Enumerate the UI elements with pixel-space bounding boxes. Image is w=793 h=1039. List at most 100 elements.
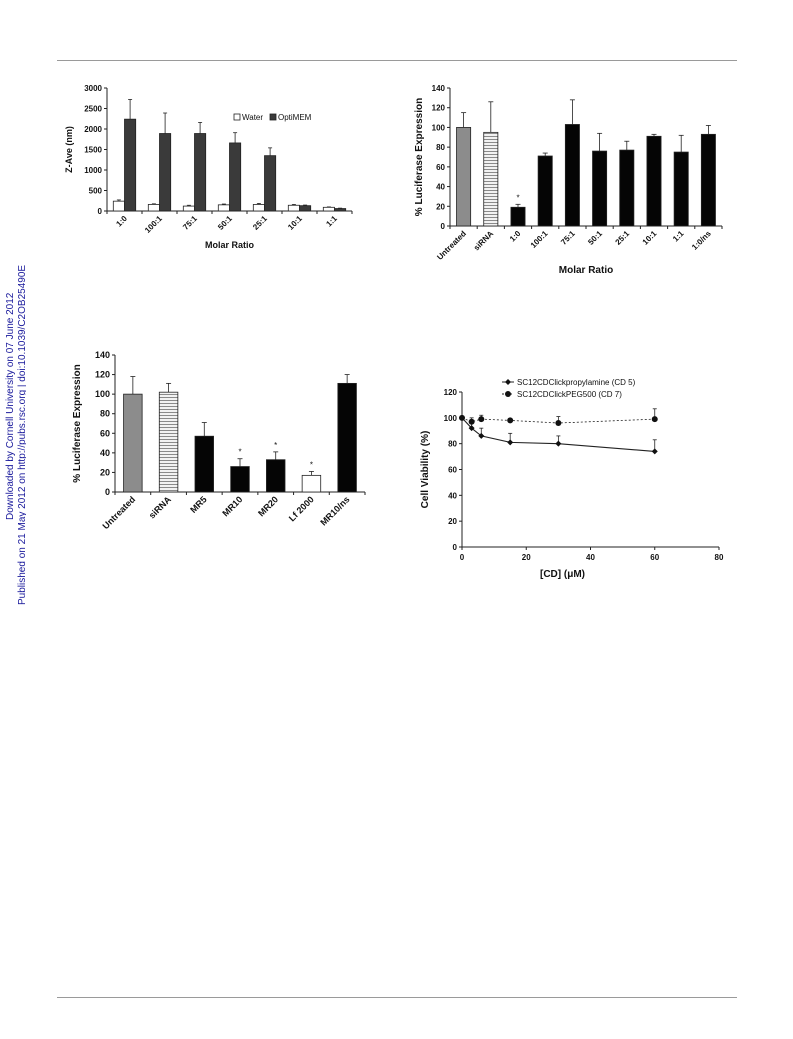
y-axis-label: Cell Viability (%) xyxy=(420,431,431,509)
y-tick-label: 80 xyxy=(448,440,457,449)
data-point-diamond xyxy=(651,448,658,455)
bar xyxy=(483,131,499,227)
bar xyxy=(510,206,526,227)
x-tick-label: 1:1 xyxy=(324,214,339,229)
data-point-diamond xyxy=(478,432,485,439)
legend-label: SC12CDClickpropylamine (CD 5) xyxy=(517,378,636,387)
bar-water xyxy=(112,200,125,212)
bar xyxy=(646,135,662,227)
x-tick-label: 50:1 xyxy=(216,214,234,232)
series-line-0 xyxy=(461,417,655,452)
data-point-circle xyxy=(468,418,475,425)
x-tick-label: siRNA xyxy=(147,494,174,521)
y-tick-label: 0 xyxy=(441,222,446,231)
legend-swatch xyxy=(233,113,241,121)
bar-optimem xyxy=(124,118,137,212)
y-axis-label: Z-Ave (nm) xyxy=(64,126,74,173)
bottom-rule xyxy=(57,997,737,998)
cell-viability-chart: 0 20 40 60 80 100 120 0 20 40 60 80 SC12CDClickpropy… xyxy=(410,370,740,590)
x-tick-label: 10:1 xyxy=(641,229,659,247)
x-tick-label: 1:1 xyxy=(671,229,686,244)
x-tick-label: 40 xyxy=(586,553,595,562)
significance-asterisk: * xyxy=(516,193,519,202)
bar-optimem xyxy=(194,133,207,212)
data-point-circle xyxy=(478,416,485,423)
y-tick-label: 40 xyxy=(448,491,457,500)
legend-label: OptiMEM xyxy=(278,113,312,122)
x-tick-label: siRNA xyxy=(472,229,495,252)
y-tick-label: 140 xyxy=(95,350,110,360)
data-point-diamond xyxy=(468,425,475,432)
data-point-circle xyxy=(651,416,658,423)
x-tick-label: 25:1 xyxy=(251,214,269,232)
y-tick-label: 120 xyxy=(444,388,458,397)
x-tick-label: Untreated xyxy=(100,494,137,531)
bar-optimem xyxy=(334,208,347,212)
bar-optimem xyxy=(299,205,312,212)
legend-marker xyxy=(505,391,511,397)
x-tick-label: MR10/ns xyxy=(318,494,351,527)
bar xyxy=(537,155,553,227)
bar xyxy=(619,149,635,227)
bar xyxy=(456,127,472,227)
y-tick-label: 0 xyxy=(453,543,458,552)
y-tick-label: 1000 xyxy=(84,166,102,175)
y-tick-label: 0 xyxy=(98,207,103,216)
y-tick-label: 2500 xyxy=(84,105,102,114)
x-tick-label: 100:1 xyxy=(143,214,164,235)
bar xyxy=(700,133,716,227)
significance-asterisk: * xyxy=(274,441,277,450)
bar-water xyxy=(147,204,160,212)
luciferase-molar-ratio-chart: 0 20 40 60 80 100 120 140 Untreated siRNA 1:0 100:1… xyxy=(410,78,740,283)
bar-water xyxy=(322,206,335,212)
y-tick-label: 60 xyxy=(436,163,445,172)
bar xyxy=(673,151,689,227)
y-tick-label: 100 xyxy=(95,389,110,399)
x-axis-label: [CD] (μM) xyxy=(540,569,585,580)
y-tick-label: 2000 xyxy=(84,125,102,134)
y-axis-label: % Luciferase Expression xyxy=(414,98,425,216)
x-axis-label: Molar Ratio xyxy=(559,265,613,276)
x-tick-label: 10:1 xyxy=(286,214,304,232)
bar-water xyxy=(252,204,265,212)
y-tick-label: 500 xyxy=(89,187,103,196)
bar-optimem xyxy=(159,133,172,212)
y-tick-label: 20 xyxy=(436,202,445,211)
bar-water xyxy=(287,204,300,212)
bar xyxy=(564,124,580,227)
x-tick-label: MR5 xyxy=(188,494,209,515)
x-tick-label: 75:1 xyxy=(181,214,199,232)
y-tick-label: 100 xyxy=(432,123,446,132)
bar xyxy=(592,150,608,227)
x-tick-label: 25:1 xyxy=(614,229,632,247)
significance-asterisk: * xyxy=(310,460,313,469)
x-tick-label: 1:0 xyxy=(114,214,129,229)
x-tick-label: Lf 2000 xyxy=(287,494,316,523)
x-tick-label: 1:0 xyxy=(508,229,523,244)
x-axis-label: Molar Ratio xyxy=(205,240,255,250)
x-tick-label: 0 xyxy=(460,553,465,562)
data-point-diamond xyxy=(507,439,514,446)
data-point-diamond xyxy=(555,440,562,447)
y-tick-label: 1500 xyxy=(84,146,102,155)
sidebar-published-text[interactable]: Published on 21 May 2012 on http://pubs.… xyxy=(17,265,26,605)
bar xyxy=(194,435,214,493)
y-axis-label: % Luciferase Expression xyxy=(72,364,83,482)
y-tick-label: 40 xyxy=(436,183,445,192)
bar xyxy=(158,391,179,493)
y-tick-label: 80 xyxy=(436,143,445,152)
x-tick-label: 20 xyxy=(522,553,531,562)
legend-swatch xyxy=(269,113,277,121)
y-tick-label: 40 xyxy=(100,448,110,458)
bar xyxy=(230,466,250,493)
x-tick-label: MR10 xyxy=(220,494,244,518)
y-tick-label: 0 xyxy=(105,487,110,497)
sidebar-download-text[interactable]: Downloaded by Cornell University on 07 J… xyxy=(5,292,16,520)
luciferase-mr-chart: 0 20 40 60 80 100 120 140 Untreated siRNA MR5 MR10 M… xyxy=(60,345,380,550)
x-tick-label: 80 xyxy=(715,553,724,562)
download-sidebar: Downloaded by Cornell University on 07 J… xyxy=(0,0,26,620)
y-tick-label: 60 xyxy=(448,466,457,475)
x-tick-label: 100:1 xyxy=(529,229,550,250)
top-rule xyxy=(57,60,737,61)
y-tick-label: 120 xyxy=(432,104,446,113)
